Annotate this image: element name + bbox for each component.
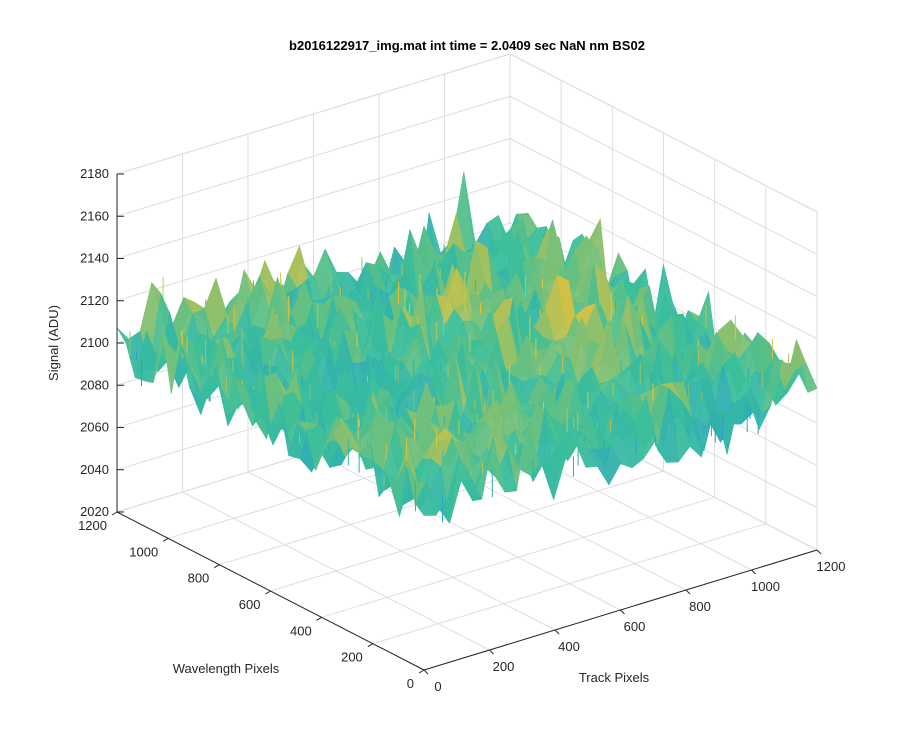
x-tick-label: 0: [434, 679, 441, 694]
z-tick-label: 2040: [80, 462, 109, 477]
x-tick-mark: [816, 549, 822, 555]
y-tick-mark: [367, 643, 374, 648]
x-axis-label: Track Pixels: [579, 670, 650, 685]
wall-grid-line: [116, 95, 511, 217]
x-tick-mark: [751, 569, 756, 575]
wall-grid-line: [116, 138, 511, 259]
floor-grid-line: [321, 496, 715, 618]
x-tick-mark: [423, 669, 429, 675]
z-tick-label: 2160: [80, 208, 109, 223]
y-tick-mark: [418, 669, 425, 674]
y-tick-label: 1000: [129, 544, 158, 559]
wall-grid-line: [509, 138, 818, 297]
y-tick-label: 800: [188, 571, 210, 586]
y-tick-label: 0: [407, 676, 414, 691]
x-tick-mark: [620, 609, 625, 615]
y-tick-mark: [162, 537, 169, 542]
wall-grid-line: [509, 180, 818, 340]
y-axis-label: Wavelength Pixels: [173, 661, 280, 676]
floor-grid-line: [372, 523, 766, 645]
x-tick-label: 800: [689, 599, 711, 614]
surface: [116, 171, 818, 524]
wall-grid-line: [116, 180, 511, 302]
z-tick-label: 2180: [80, 166, 109, 181]
z-tick-label: 2100: [80, 335, 109, 350]
axes: [111, 173, 822, 675]
y-tick-label: 200: [341, 650, 363, 665]
wall-grid-line: [509, 53, 818, 213]
z-tick-label: 2120: [80, 293, 109, 308]
x-tick-label: 1200: [817, 559, 846, 574]
wall-grid-line: [509, 95, 818, 255]
x-tick-mark: [554, 629, 560, 635]
y-tick-mark: [265, 590, 271, 595]
tick-labels: 0 200 400 600 800 1000 1200 0 200 400 600 800 1000 12…: [78, 166, 845, 694]
y-tick-mark: [111, 511, 118, 516]
y-tick-mark: [214, 564, 220, 569]
surface-patch: [414, 480, 436, 516]
z-axis-label: Signal (ADU): [46, 305, 61, 381]
y-tick-label: 600: [239, 597, 261, 612]
x-tick-label: 600: [624, 619, 646, 634]
z-tick-label: 2080: [80, 377, 109, 392]
y-tick-label: 1200: [78, 518, 107, 533]
z-tick-label: 2020: [80, 504, 109, 519]
floor-grid-line: [270, 470, 664, 592]
x-tick-label: 400: [558, 639, 580, 654]
x-tick-label: 200: [493, 659, 515, 674]
y-tick-label: 400: [290, 623, 312, 638]
x-tick-mark: [685, 589, 691, 595]
x-tick-label: 1000: [751, 579, 780, 594]
wall-grid-line: [116, 53, 511, 175]
z-tick-label: 2140: [80, 251, 109, 266]
chart-title: b2016122917_img.mat int time = 2.0409 se…: [289, 38, 645, 53]
z-tick-label: 2060: [80, 420, 109, 435]
y-tick-mark: [316, 616, 322, 621]
x-tick-mark: [489, 649, 494, 655]
